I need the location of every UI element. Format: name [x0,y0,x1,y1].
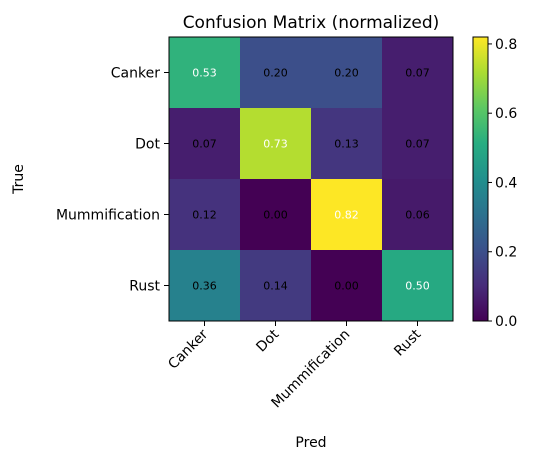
cell-label-1-0: 0.07 [192,138,217,151]
cell-2-1 [240,179,312,251]
cell-0-2 [311,37,383,109]
cell-label-0-0: 0.53 [192,67,217,80]
cell-0-0 [169,37,241,109]
cell-label-1-3: 0.07 [405,138,430,151]
cell-label-3-0: 0.36 [192,280,217,293]
x-tick-label-3: Rust [391,326,424,359]
cell-label-2-0: 0.12 [192,209,217,222]
cell-2-2 [311,179,383,251]
colorbar [472,36,489,322]
x-tick-label-0: Canker [165,326,211,372]
cell-label-0-1: 0.20 [263,67,288,80]
colorbar-tick-label-4: 0.8 [495,37,517,53]
cell-3-0 [169,250,241,322]
colorbar-tick-label-1: 0.2 [495,245,517,261]
colorbar-tick-label-3: 0.6 [495,106,517,122]
cell-label-3-3: 0.50 [405,280,430,293]
cell-1-1 [240,108,312,180]
y-tick-label-3: Rust [129,279,160,295]
cell-0-3 [382,37,454,109]
cell-label-1-1: 0.73 [263,138,288,151]
y-axis-label: True [11,164,27,195]
x-tick-label-2: Mummification [268,327,353,412]
y-tick-label-0: Canker [111,66,160,82]
cell-label-2-3: 0.06 [405,209,430,222]
colorbar-ticks: 0.0 0.2 0.4 0.6 0.8 [488,37,517,330]
plot-frame [168,36,454,322]
cell-2-0 [169,179,241,251]
x-tick-label-1: Dot [253,326,282,355]
cell-1-0 [169,108,241,180]
cell-2-3 [382,179,454,251]
colorbar-tick-label-0: 0.0 [495,314,517,330]
cell-0-1 [240,37,312,109]
cell-label-0-3: 0.07 [405,67,430,80]
cell-3-2 [311,250,383,322]
heatmap-cell-labels: 0.53 0.20 0.20 0.07 0.07 0.73 0.13 0.07 0.12 0.00… [192,67,430,293]
y-tick-label-2: Mummification [56,208,160,224]
x-axis-label: Pred [295,435,326,451]
cell-label-3-2: 0.00 [334,280,359,293]
cell-3-3 [382,250,454,322]
cell-3-1 [240,250,312,322]
chart-title: Confusion Matrix (normalized) [183,13,440,33]
cell-label-0-2: 0.20 [334,67,359,80]
cell-label-2-1: 0.00 [263,209,288,222]
cell-label-1-2: 0.13 [334,138,359,151]
y-tick-label-1: Dot [135,137,160,153]
cell-1-2 [311,108,383,180]
colorbar-tick-label-2: 0.4 [495,175,517,191]
cell-1-3 [382,108,454,180]
y-axis-ticks: Canker Dot Mummification Rust [56,66,169,295]
cell-label-3-1: 0.14 [263,280,288,293]
heatmap-cells [169,37,454,322]
cell-label-2-2: 0.82 [334,209,359,222]
